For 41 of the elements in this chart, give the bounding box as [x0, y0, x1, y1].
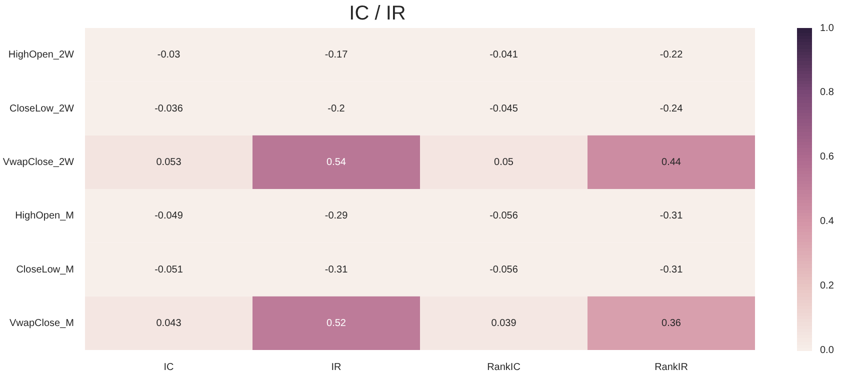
data-label: -0.045 [490, 103, 518, 114]
data-label: 0.44 [662, 156, 682, 168]
data-label: 0.36 [662, 318, 682, 329]
y-tick-label: HighOpen_M [15, 210, 74, 222]
y-tick-label: CloseLow_M [16, 264, 74, 276]
data-label: 0.043 [156, 318, 182, 329]
data-label: -0.041 [490, 50, 518, 61]
data-label: -0.049 [154, 210, 184, 222]
data-label: -0.22 [660, 50, 684, 61]
data-label: 0.05 [494, 156, 514, 168]
color-bar-label: 0.0 [820, 344, 834, 356]
y-tick-label: CloseLow_2W [10, 103, 75, 114]
x-tick-label: RankIR [654, 362, 688, 373]
data-label: 0.053 [156, 156, 182, 168]
data-label: 0.039 [491, 318, 517, 329]
data-label: 0.52 [326, 318, 346, 329]
data-label: -0.051 [154, 264, 184, 276]
data-label: -0.056 [490, 264, 518, 276]
chart-title: IC / IR [349, 2, 406, 25]
x-tick-label: RankIC [487, 362, 520, 373]
y-tick-label: VwapClose_M [10, 318, 74, 329]
x-tick-label: IR [331, 362, 342, 373]
data-label: -0.31 [660, 210, 684, 222]
data-label: -0.17 [324, 50, 348, 61]
x-tick-label: IC [164, 362, 174, 373]
color-bar-label: 0.8 [820, 87, 834, 98]
color-bar-label: 0.4 [820, 216, 834, 227]
y-tick-label: HighOpen_2W [8, 50, 75, 61]
data-label: -0.056 [490, 210, 518, 222]
data-label: -0.2 [328, 103, 346, 114]
data-label: -0.24 [660, 103, 684, 114]
color-bar-label: 0.2 [820, 280, 834, 292]
data-label: -0.31 [660, 264, 684, 276]
data-label: -0.036 [154, 103, 184, 114]
data-label: -0.03 [157, 50, 181, 61]
data-label: -0.31 [324, 264, 348, 276]
y-tick-label: VwapClose_2W [2, 156, 75, 168]
data-label: 0.54 [326, 156, 346, 168]
color-bar-label: 1.0 [820, 22, 834, 34]
color-bar-label: 0.6 [820, 152, 834, 163]
data-label: -0.29 [324, 210, 348, 222]
